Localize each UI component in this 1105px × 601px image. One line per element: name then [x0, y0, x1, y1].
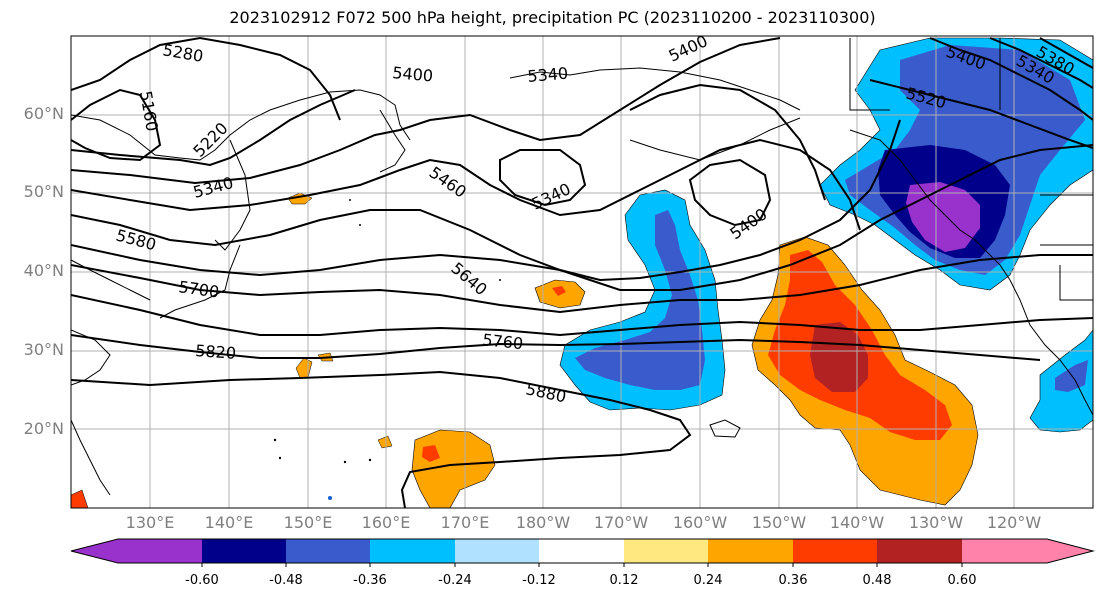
colorbar-tick-label: -0.24	[438, 573, 472, 588]
height-contours	[71, 36, 1093, 508]
pos-blob-west-3	[377, 435, 393, 449]
lat-label-50n: 50°N	[23, 182, 64, 201]
lon-label-170e: 170°E	[440, 513, 490, 532]
lat-label-60n: 60°N	[23, 104, 64, 123]
colorbar-tick-label: -0.12	[522, 573, 556, 588]
colorbar-segment	[118, 539, 203, 563]
lat-label-40n: 40°N	[23, 261, 64, 280]
colorbar-tick-label: -0.60	[185, 573, 219, 588]
contour-label: 5760	[482, 330, 524, 353]
colorbar-tick-label: -0.48	[269, 573, 303, 588]
colorbar-segment	[370, 539, 456, 563]
colorbar-tick-label: 0.36	[778, 573, 808, 588]
lon-label-170w: 170°W	[593, 513, 649, 532]
islands	[273, 199, 501, 500]
pos-blob-corner	[71, 489, 89, 508]
colorbar-segment	[708, 539, 794, 563]
pos-region-central-pacific-small-core	[552, 286, 566, 296]
colorbar	[70, 538, 1095, 567]
lat-label-30n: 30°N	[23, 340, 64, 359]
colorbar-extend-high	[1047, 539, 1093, 563]
colorbar-segment	[455, 539, 540, 563]
colorbar-tick-label: -0.36	[353, 573, 387, 588]
colorbar-segment	[202, 539, 287, 563]
contour-label: 5400	[392, 63, 434, 85]
colorbar-tick-label: 0.12	[609, 573, 639, 588]
lat-label-20n: 20°N	[23, 419, 64, 438]
lon-label-140e: 140°E	[204, 513, 254, 532]
contour-label: 5820	[195, 341, 237, 363]
lon-label-120w: 120°W	[986, 513, 1042, 532]
pos-region-ne-pacific-core	[810, 322, 868, 392]
lon-label-130w: 130°W	[908, 513, 964, 532]
lon-label-160e: 160°E	[361, 513, 411, 532]
contour-label: 5340	[527, 64, 569, 86]
pos-region-hawaii-inner	[422, 445, 440, 462]
neg-region-gulf-alaska-core	[906, 182, 980, 252]
map-frame	[70, 35, 1094, 509]
colorbar-segment	[877, 539, 963, 563]
map-title: 2023102912 F072 500 hPa height, precipit…	[229, 8, 876, 27]
colorbar-tick-label: 0.48	[862, 573, 892, 588]
precip-anomaly-layer	[71, 37, 1093, 508]
colorbar-segment	[962, 539, 1047, 563]
lon-label-140w: 140°W	[829, 513, 885, 532]
colorbar-extend-low	[71, 539, 118, 563]
gridlines	[71, 36, 1093, 508]
lon-label-150e: 150°E	[283, 513, 333, 532]
colorbar-segment	[793, 539, 878, 563]
colorbar-segment	[286, 539, 371, 563]
colorbar-segment	[624, 539, 709, 563]
lon-label-160w: 160°W	[672, 513, 728, 532]
colorbar-tick-label: 0.24	[693, 573, 723, 588]
lon-label-130e: 130°E	[125, 513, 175, 532]
lon-label-180w: 180°W	[515, 513, 571, 532]
colorbar-segment	[539, 539, 625, 563]
lon-label-150w: 150°W	[751, 513, 807, 532]
colorbar-tick-label: 0.60	[947, 573, 977, 588]
colorbar-outline	[70, 538, 1095, 564]
